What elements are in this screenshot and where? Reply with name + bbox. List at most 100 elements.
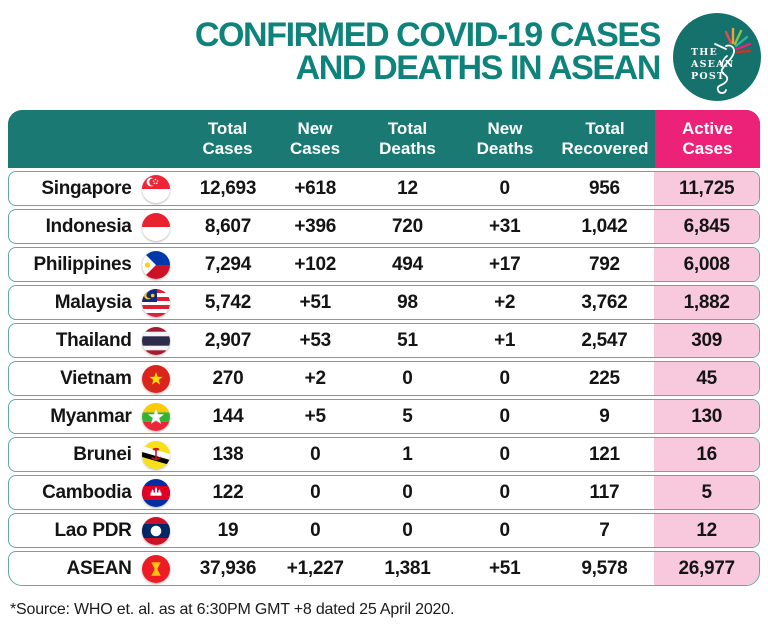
- cell-total-deaths: 720: [392, 215, 423, 237]
- cell-country: Vietnam: [9, 362, 186, 395]
- cell-active-cases: 1,882: [654, 286, 759, 319]
- logo-text-post: POST: [691, 71, 725, 82]
- cell-total-deaths: 0: [402, 481, 413, 503]
- table-row-indonesia: Indonesia 8,607 +396 720 +31 1,042 6,845: [8, 209, 760, 244]
- country-name: Brunei: [73, 443, 132, 465]
- cell-country: Cambodia: [9, 476, 186, 509]
- cell-country: Malaysia: [9, 286, 186, 319]
- philippines-flag-icon: [141, 250, 170, 279]
- cell-total-cases: 37,936: [199, 557, 257, 579]
- table-row-philippines: Philippines 7,294 +102 494 +17 792 6,008: [8, 247, 760, 282]
- cell-country: Singapore: [9, 172, 186, 205]
- thailand-flag-icon: [141, 326, 170, 355]
- cell-new-cases: 0: [310, 481, 321, 503]
- cambodia-flag-icon: [141, 478, 170, 507]
- table-body: Singapore 12,693 +618 12 0 956 11,725 Indonesia…: [8, 171, 760, 586]
- cell-new-deaths: 0: [499, 367, 511, 389]
- asean-flag-icon: [141, 554, 170, 583]
- cell-active-cases: 309: [654, 324, 759, 357]
- cell-active-cases: 45: [654, 362, 759, 395]
- cell-total-recovered: 1,042: [581, 215, 628, 237]
- cell-total-recovered: 3,762: [581, 291, 628, 313]
- cell-total-deaths: 12: [397, 177, 418, 199]
- brunei-flag-icon: [141, 440, 170, 469]
- malaysia-flag-icon: [141, 288, 170, 317]
- cell-active-cases: 16: [654, 438, 759, 471]
- cell-new-cases: +2: [304, 367, 326, 389]
- cell-new-cases: +1,227: [286, 557, 344, 579]
- cell-new-cases: +102: [294, 253, 336, 275]
- country-name: Singapore: [41, 177, 132, 199]
- table-row-myanmar: Myanmar 144 +5 5 0 9 130: [8, 399, 760, 434]
- cell-new-deaths: +51: [489, 557, 521, 579]
- asean-post-logo: THE ASEAN POST: [672, 12, 762, 102]
- cell-active-cases: 130: [654, 400, 759, 433]
- table-row-thailand: Thailand 2,907 +53 51 +1 2,547 309: [8, 323, 760, 358]
- page-title-line2: AND DEATHS IN ASEAN: [295, 49, 662, 87]
- country-name: Lao PDR: [54, 519, 132, 541]
- logo-plume: [724, 27, 752, 54]
- cell-country: Myanmar: [9, 400, 186, 433]
- cell-total-recovered: 792: [589, 253, 620, 275]
- table-row-malaysia: Malaysia 5,742 +51 98 +2 3,762 1,882: [8, 285, 760, 320]
- cell-total-cases: 8,607: [204, 215, 251, 237]
- cell-active-cases: 11,725: [654, 172, 759, 205]
- country-name: Cambodia: [42, 481, 132, 503]
- cell-new-deaths: +2: [494, 291, 516, 313]
- cell-new-deaths: 0: [499, 405, 511, 427]
- cell-country: Brunei: [9, 438, 186, 471]
- column-header-total_cases: Total Cases: [202, 119, 253, 158]
- page-title: CONFIRMED COVID-19 CASES AND DEATHS IN A…: [194, 16, 662, 87]
- myanmar-flag-icon: [141, 402, 170, 431]
- cell-country: Philippines: [9, 248, 186, 281]
- cell-total-recovered: 956: [589, 177, 620, 199]
- cell-total-deaths: 5: [402, 405, 413, 427]
- cell-total-deaths: 51: [397, 329, 418, 351]
- hummingbird-icon: THE ASEAN POST: [673, 13, 761, 101]
- cell-total-recovered: 2,547: [581, 329, 628, 351]
- country-name: Myanmar: [50, 405, 132, 427]
- cell-new-deaths: +17: [489, 253, 521, 275]
- cell-new-cases: +53: [299, 329, 332, 351]
- table-row-vietnam: Vietnam 270 +2 0 0 225 45: [8, 361, 760, 396]
- country-name: Indonesia: [45, 215, 132, 237]
- column-header-new_cases: New Cases: [289, 119, 341, 158]
- cell-new-deaths: +31: [489, 215, 521, 237]
- cell-new-cases: +618: [294, 177, 336, 199]
- cell-new-cases: +51: [299, 291, 332, 313]
- column-header-total_deaths: Total Deaths: [379, 119, 436, 158]
- cell-total-recovered: 117: [589, 481, 620, 503]
- table-row-cambodia: Cambodia 122 0 0 0 117 5: [8, 475, 760, 510]
- table-row-laos: Lao PDR 19 0 0 0 7 12: [8, 513, 760, 548]
- logo-text-asean: ASEAN: [690, 59, 735, 70]
- cell-total-deaths: 494: [392, 253, 423, 275]
- table-row-asean: ASEAN 37,936 +1,227 1,381 +51 9,578 26,977: [8, 551, 760, 586]
- country-name: Philippines: [33, 253, 132, 275]
- cell-active-cases: 6,845: [654, 210, 759, 243]
- cell-total-deaths: 1: [402, 443, 413, 465]
- cell-total-deaths: 1,381: [384, 557, 431, 579]
- cell-country: ASEAN: [9, 552, 186, 585]
- singapore-flag-icon: [141, 174, 170, 203]
- cell-total-deaths: 0: [402, 519, 413, 541]
- cell-total-cases: 5,742: [204, 291, 251, 313]
- cell-total-recovered: 9,578: [581, 557, 628, 579]
- cell-new-deaths: +1: [494, 329, 516, 351]
- page-title-line1: CONFIRMED COVID-19 CASES: [194, 16, 662, 54]
- column-header-new_deaths: New Deaths: [476, 119, 534, 158]
- cell-active-cases: 26,977: [654, 552, 759, 585]
- cell-new-deaths: 0: [499, 519, 511, 541]
- cell-country: Lao PDR: [9, 514, 186, 547]
- cell-total-cases: 144: [212, 405, 244, 427]
- cell-total-deaths: 0: [402, 367, 413, 389]
- cell-total-cases: 7,294: [204, 253, 251, 275]
- table-header-row: Total Cases New Cases Total Deaths New Deat…: [8, 110, 760, 168]
- cell-total-recovered: 7: [599, 519, 610, 541]
- cell-total-cases: 270: [212, 367, 244, 389]
- cell-active-cases: 5: [654, 476, 759, 509]
- laos-flag-icon: [141, 516, 170, 545]
- column-header-active_cases: Active Cases: [655, 110, 760, 168]
- cell-new-deaths: 0: [499, 177, 511, 199]
- source-note: *Source: WHO et. al. as at 6:30PM GMT +8…: [10, 601, 455, 618]
- cell-new-cases: 0: [310, 519, 321, 541]
